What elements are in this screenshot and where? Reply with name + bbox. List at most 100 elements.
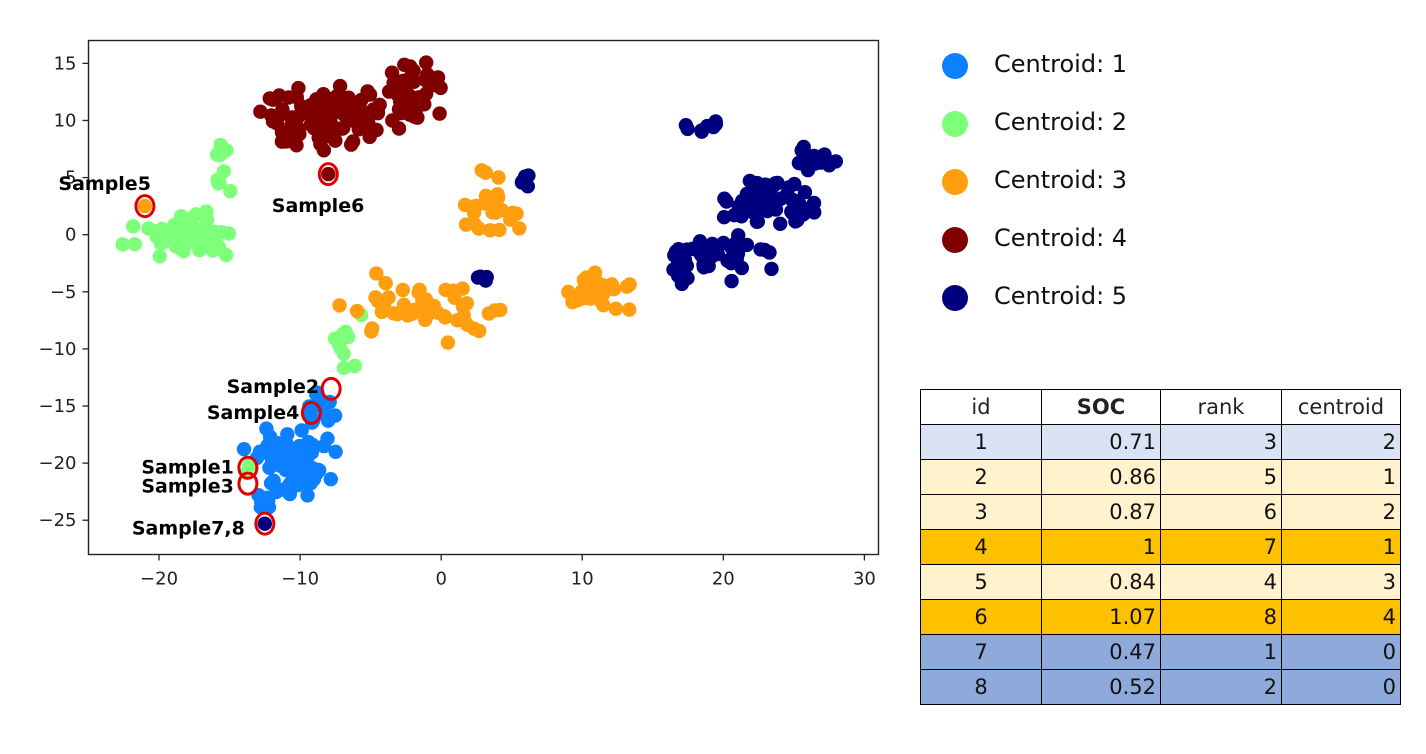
scatter-point-centroid-3 [490,187,505,202]
scatter-point-centroid-3 [418,312,433,328]
legend-marker-centroid-1 [942,53,968,79]
scatter-point-centroid-2 [154,235,170,250]
scatter-point-centroid-1 [294,423,309,438]
highlight-ring [134,194,156,219]
cell-id: 2 [920,459,1042,495]
scatter-point-centroid-4 [419,55,434,70]
scatter-point-centroid-3 [412,282,427,297]
header-rank: rank [1160,389,1282,425]
scatter-point-centroid-3 [370,294,386,309]
legend-item-centroid-1: Centroid: 1 [940,48,1240,106]
legend-label-centroid-1: Centroid: 1 [994,50,1128,78]
highlight-ring [254,511,276,536]
scatter-point-centroid-5 [764,261,779,277]
scatter-point-centroid-2 [173,209,189,224]
table-row: 1 0.71 3 2 [920,424,1401,460]
scatter-point-centroid-2 [214,225,230,240]
x-tick-label: 10 [571,569,594,590]
scatter-point-centroid-4 [309,92,324,107]
scatter-point-centroid-3 [447,290,462,305]
scatter-point-centroid-4 [316,143,332,158]
legend-label-centroid-4: Centroid: 4 [994,224,1128,252]
scatter-point-centroid-1 [269,484,284,500]
scatter-point-centroid-3 [349,303,365,319]
scatter-point-centroid-5 [734,209,749,224]
scatter-point-centroid-3 [365,321,380,336]
legend-marker-centroid-5 [942,285,968,311]
scatter-point-centroid-5 [708,116,724,132]
plot-frame [87,39,880,556]
header-centroid: centroid [1281,389,1401,425]
scatter-point-centroid-5 [707,244,722,260]
scatter-point-centroid-4 [399,105,415,120]
scatter-point-centroid-5 [828,154,843,169]
scatter-point-centroid-4 [381,84,397,99]
scatter-point-centroid-4 [316,112,332,128]
legend-marker-centroid-3 [942,169,968,195]
cell-soc: 1.07 [1041,599,1161,635]
scatter-point-centroid-5 [797,185,813,200]
scatter-point-centroid-1 [280,427,295,442]
scatter-point-centroid-4 [432,106,447,121]
scatter-point-centroid-1 [320,431,335,446]
y-tick-label: −15 [39,396,77,417]
scatter-point-centroid-4 [366,102,381,117]
scatter-point-centroid-3 [608,301,624,316]
scatter-point-centroid-3 [622,302,637,317]
cell-soc: 0.52 [1041,669,1161,705]
axis-layer: −20 −10 0 10 20 30 15 10 5 0 −5 −10 −15 −20 −25 [39,53,876,589]
scatter-point-centroid-1 [300,488,315,503]
x-tick-label: 30 [853,569,876,590]
header-id: id [920,389,1042,425]
scatter-point-centroid-4 [420,67,435,82]
scatter-point-centroid-3 [396,297,412,312]
cell-rank: 5 [1160,459,1282,495]
scatter-point-centroid-1 [266,473,281,488]
scatter-point-centroid-4 [410,98,425,113]
scatter-point-centroid-4 [303,117,318,132]
y-tick-label: 10 [54,110,77,131]
scatter-point-centroid-5 [679,258,694,273]
cell-rank: 4 [1160,564,1282,600]
scatter-point-centroid-2 [115,237,130,252]
y-tick-label: −10 [39,339,77,360]
scatter-point-centroid-4 [265,92,280,107]
cell-soc: 0.86 [1041,459,1161,495]
scatter-point-centroid-5 [666,262,681,277]
cell-soc: 0.87 [1041,494,1161,530]
scatter-plot: −20 −10 0 10 20 30 15 10 5 0 −5 −10 −15 −20 −25 Sample… [39,39,880,590]
scatter-point-centroid-2 [175,231,190,247]
scatter-point-centroid-1 [283,476,298,491]
scatter-point-centroid-4 [321,166,336,182]
y-tick-label: −20 [39,453,77,474]
scatter-point-centroid-5 [802,154,817,169]
scatter-point-centroid-1 [309,387,324,402]
highlight-ring [317,162,339,187]
scatter-point-centroid-1 [328,444,343,459]
scatter-point-centroid-2 [125,219,141,234]
table-row: 7 0.47 1 0 [920,634,1401,670]
x-tick-label: 20 [712,569,735,590]
scatter-point-centroid-3 [491,170,506,185]
scatter-point-centroid-3 [467,216,482,232]
cell-rank: 3 [1160,424,1282,460]
points-layer [115,55,843,531]
cell-centroid: 0 [1281,634,1401,670]
scatter-point-centroid-1 [236,442,252,457]
scatter-point-centroid-3 [596,298,611,313]
cell-rank: 1 [1160,634,1282,670]
cell-centroid: 4 [1281,599,1401,635]
legend-item-centroid-4: Centroid: 4 [940,222,1240,280]
scatter-point-centroid-4 [326,128,342,143]
y-tick-label: 15 [54,53,77,74]
cell-centroid: 3 [1281,564,1401,600]
scatter-point-centroid-3 [137,198,153,214]
scatter-point-centroid-4 [406,63,421,78]
table-row: 8 0.52 2 0 [920,669,1401,705]
table-row: 6 1.07 8 4 [920,599,1401,635]
table-header-row: id SOC rank centroid [920,389,1401,425]
header-soc: SOC [1041,389,1161,425]
y-tick-label: −25 [39,510,77,531]
scatter-point-centroid-2 [332,337,347,352]
x-tick-label: −20 [140,569,178,590]
